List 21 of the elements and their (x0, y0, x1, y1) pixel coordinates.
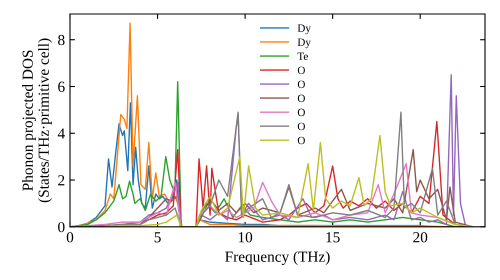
y-tick-label: 0 (58, 222, 65, 232)
legend-label: Dy (298, 38, 311, 48)
legend-label: Te (298, 52, 308, 60)
legend-label: O (298, 66, 305, 74)
legend-label: O (298, 136, 305, 144)
y-tick-label: 8 (58, 34, 65, 46)
legend-label: O (298, 94, 305, 102)
x-tick-label: 0 (66, 232, 74, 242)
legend-label: O (298, 122, 305, 130)
x-tick-label: 10 (238, 232, 252, 242)
x-tick-label: 15 (326, 232, 340, 242)
y-tick-label: 4 (58, 128, 65, 139)
x-tick-label: 5 (154, 232, 161, 242)
x-axis-title: Frequency (THz) (225, 251, 330, 265)
legend-label: O (298, 108, 305, 116)
y-axis-title: Phonon projected DOS (States/THz·primitive cell) (22, 38, 52, 202)
legend-label: Dy (298, 24, 311, 34)
legend-label: O (298, 80, 305, 88)
y-tick-label: 6 (58, 82, 65, 92)
x-tick-label: 20 (413, 232, 428, 242)
y-tick-label: 2 (58, 175, 64, 186)
